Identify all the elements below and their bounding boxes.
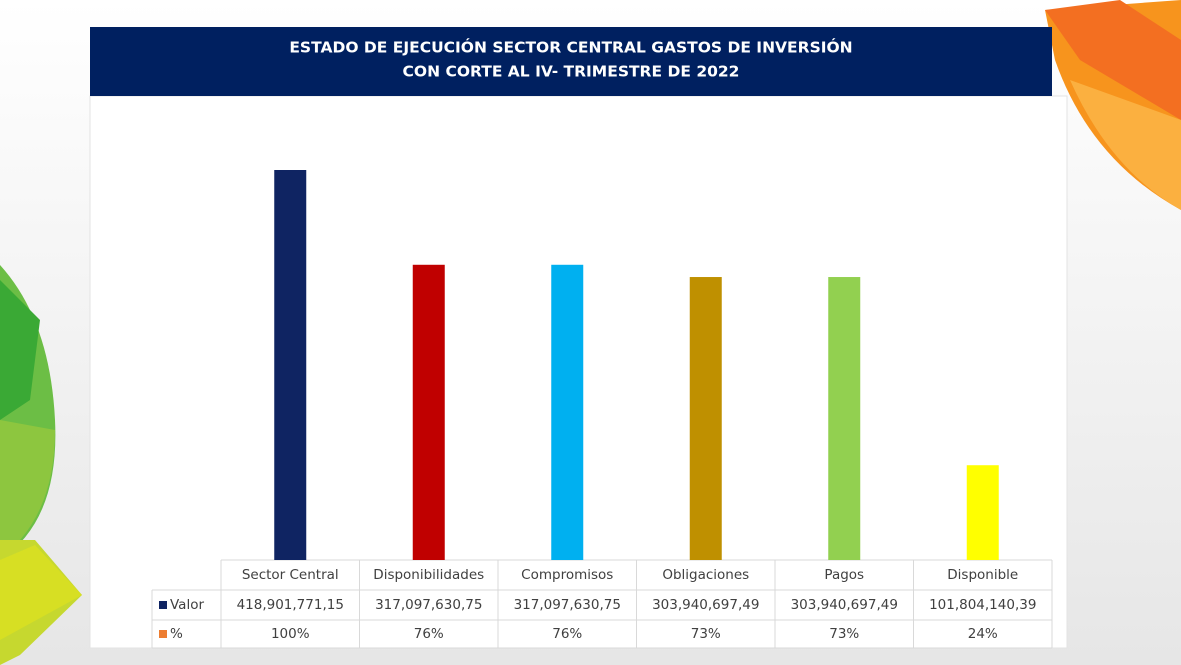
x-tick-label: Sector Central [242, 567, 339, 583]
chart-title: CON CORTE AL IV- TRIMESTRE DE 2022 [403, 63, 740, 81]
data-label: 73% [829, 626, 859, 642]
legend-swatch [159, 601, 167, 609]
data-label: 101,804,140,39 [929, 597, 1036, 613]
data-label: 303,940,697,49 [791, 597, 898, 613]
data-label: 24% [968, 626, 998, 642]
data-label: 73% [691, 626, 721, 642]
x-tick-label: Compromisos [521, 567, 613, 583]
x-tick-label: Pagos [824, 567, 864, 583]
chart-title: ESTADO DE EJECUCIÓN SECTOR CENTRAL GASTO… [289, 38, 852, 57]
data-label: 100% [271, 626, 310, 642]
x-tick-label: Disponible [947, 567, 1018, 583]
legend-label: Valor [170, 597, 204, 613]
legend-swatch [159, 630, 167, 638]
data-label: 317,097,630,75 [375, 597, 482, 613]
bar [690, 277, 722, 560]
slide: ESTADO DE EJECUCIÓN SECTOR CENTRAL GASTO… [0, 0, 1181, 665]
x-tick-label: Obligaciones [662, 567, 749, 583]
bar [967, 465, 999, 560]
bar [551, 265, 583, 560]
bar [274, 170, 306, 560]
data-label: 303,940,697,49 [652, 597, 759, 613]
bar [828, 277, 860, 560]
legend-label: % [170, 626, 183, 642]
data-label: 317,097,630,75 [514, 597, 621, 613]
data-label: 418,901,771,15 [237, 597, 344, 613]
data-label: 76% [414, 626, 444, 642]
title-box [90, 27, 1052, 96]
bar [413, 265, 445, 560]
data-label: 76% [552, 626, 582, 642]
x-tick-label: Disponibilidades [373, 567, 484, 583]
